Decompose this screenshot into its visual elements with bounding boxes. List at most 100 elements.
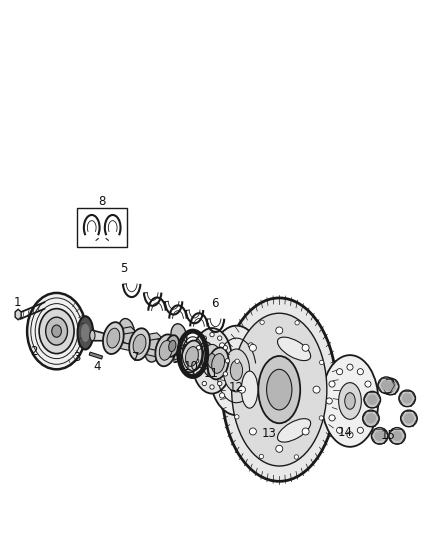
- Circle shape: [364, 391, 381, 408]
- Text: 12: 12: [229, 382, 244, 394]
- Circle shape: [357, 369, 364, 375]
- Circle shape: [329, 415, 335, 421]
- Circle shape: [347, 364, 353, 370]
- Circle shape: [202, 336, 206, 340]
- Circle shape: [319, 360, 324, 365]
- Circle shape: [347, 432, 353, 438]
- Circle shape: [381, 380, 392, 391]
- Circle shape: [219, 343, 225, 348]
- Ellipse shape: [212, 353, 225, 373]
- Ellipse shape: [52, 325, 61, 337]
- Ellipse shape: [321, 355, 378, 447]
- Polygon shape: [169, 354, 190, 364]
- Ellipse shape: [169, 341, 176, 352]
- Ellipse shape: [27, 293, 86, 369]
- Circle shape: [249, 344, 256, 351]
- Circle shape: [336, 427, 343, 433]
- Polygon shape: [143, 349, 164, 357]
- Circle shape: [276, 445, 283, 453]
- Circle shape: [225, 359, 230, 363]
- Circle shape: [357, 427, 364, 433]
- Circle shape: [399, 390, 416, 407]
- Ellipse shape: [208, 353, 216, 368]
- Circle shape: [404, 413, 414, 424]
- Circle shape: [210, 333, 214, 337]
- Ellipse shape: [197, 342, 213, 367]
- Ellipse shape: [171, 324, 187, 349]
- Text: 2: 2: [31, 345, 38, 358]
- Ellipse shape: [46, 317, 67, 345]
- Circle shape: [210, 385, 214, 389]
- Circle shape: [238, 386, 245, 393]
- Circle shape: [294, 455, 299, 459]
- Circle shape: [326, 398, 332, 404]
- Circle shape: [329, 381, 335, 387]
- Text: 7: 7: [132, 351, 140, 364]
- Circle shape: [365, 415, 371, 421]
- Circle shape: [365, 381, 371, 387]
- Circle shape: [259, 454, 264, 459]
- Polygon shape: [141, 333, 162, 341]
- Circle shape: [295, 320, 299, 325]
- Polygon shape: [92, 330, 109, 341]
- Circle shape: [223, 372, 228, 376]
- Ellipse shape: [202, 344, 222, 377]
- Circle shape: [336, 369, 343, 375]
- Circle shape: [197, 372, 201, 376]
- Circle shape: [219, 393, 225, 398]
- Polygon shape: [195, 361, 216, 370]
- Ellipse shape: [223, 349, 250, 392]
- Ellipse shape: [232, 313, 327, 466]
- Circle shape: [197, 345, 201, 350]
- Ellipse shape: [230, 360, 243, 381]
- Polygon shape: [194, 345, 215, 353]
- Text: 15: 15: [381, 429, 396, 442]
- Polygon shape: [117, 343, 138, 351]
- Ellipse shape: [107, 328, 120, 348]
- Ellipse shape: [103, 322, 124, 354]
- Polygon shape: [115, 327, 136, 335]
- Circle shape: [401, 410, 417, 427]
- Polygon shape: [167, 339, 188, 347]
- Circle shape: [276, 327, 283, 334]
- Text: 5: 5: [120, 262, 127, 275]
- Ellipse shape: [258, 356, 300, 423]
- Text: 8: 8: [99, 196, 106, 208]
- Ellipse shape: [278, 418, 311, 442]
- Text: 3: 3: [74, 351, 81, 364]
- Text: 9: 9: [172, 352, 179, 366]
- Text: 4: 4: [93, 360, 100, 374]
- Circle shape: [248, 343, 254, 348]
- Circle shape: [260, 320, 264, 325]
- Ellipse shape: [208, 348, 229, 379]
- Bar: [77, 208, 127, 247]
- Ellipse shape: [118, 319, 134, 344]
- Circle shape: [249, 428, 256, 435]
- Ellipse shape: [209, 326, 264, 415]
- Text: 13: 13: [261, 427, 276, 440]
- Polygon shape: [89, 352, 102, 359]
- Circle shape: [389, 427, 406, 444]
- Circle shape: [366, 413, 376, 424]
- Ellipse shape: [186, 346, 198, 366]
- Circle shape: [218, 336, 222, 340]
- Circle shape: [402, 393, 413, 403]
- Circle shape: [382, 378, 399, 395]
- Circle shape: [235, 415, 239, 419]
- Circle shape: [367, 398, 374, 404]
- Ellipse shape: [241, 371, 258, 408]
- Circle shape: [218, 381, 222, 386]
- Text: 6: 6: [211, 297, 219, 310]
- Circle shape: [194, 359, 199, 363]
- Circle shape: [235, 359, 239, 364]
- Circle shape: [223, 345, 228, 350]
- Text: 11: 11: [204, 367, 219, 380]
- Ellipse shape: [278, 337, 311, 361]
- Polygon shape: [15, 309, 21, 320]
- Circle shape: [363, 410, 379, 427]
- Ellipse shape: [192, 328, 232, 393]
- Ellipse shape: [166, 335, 179, 357]
- Ellipse shape: [133, 334, 146, 354]
- Ellipse shape: [81, 324, 90, 342]
- Circle shape: [367, 394, 378, 405]
